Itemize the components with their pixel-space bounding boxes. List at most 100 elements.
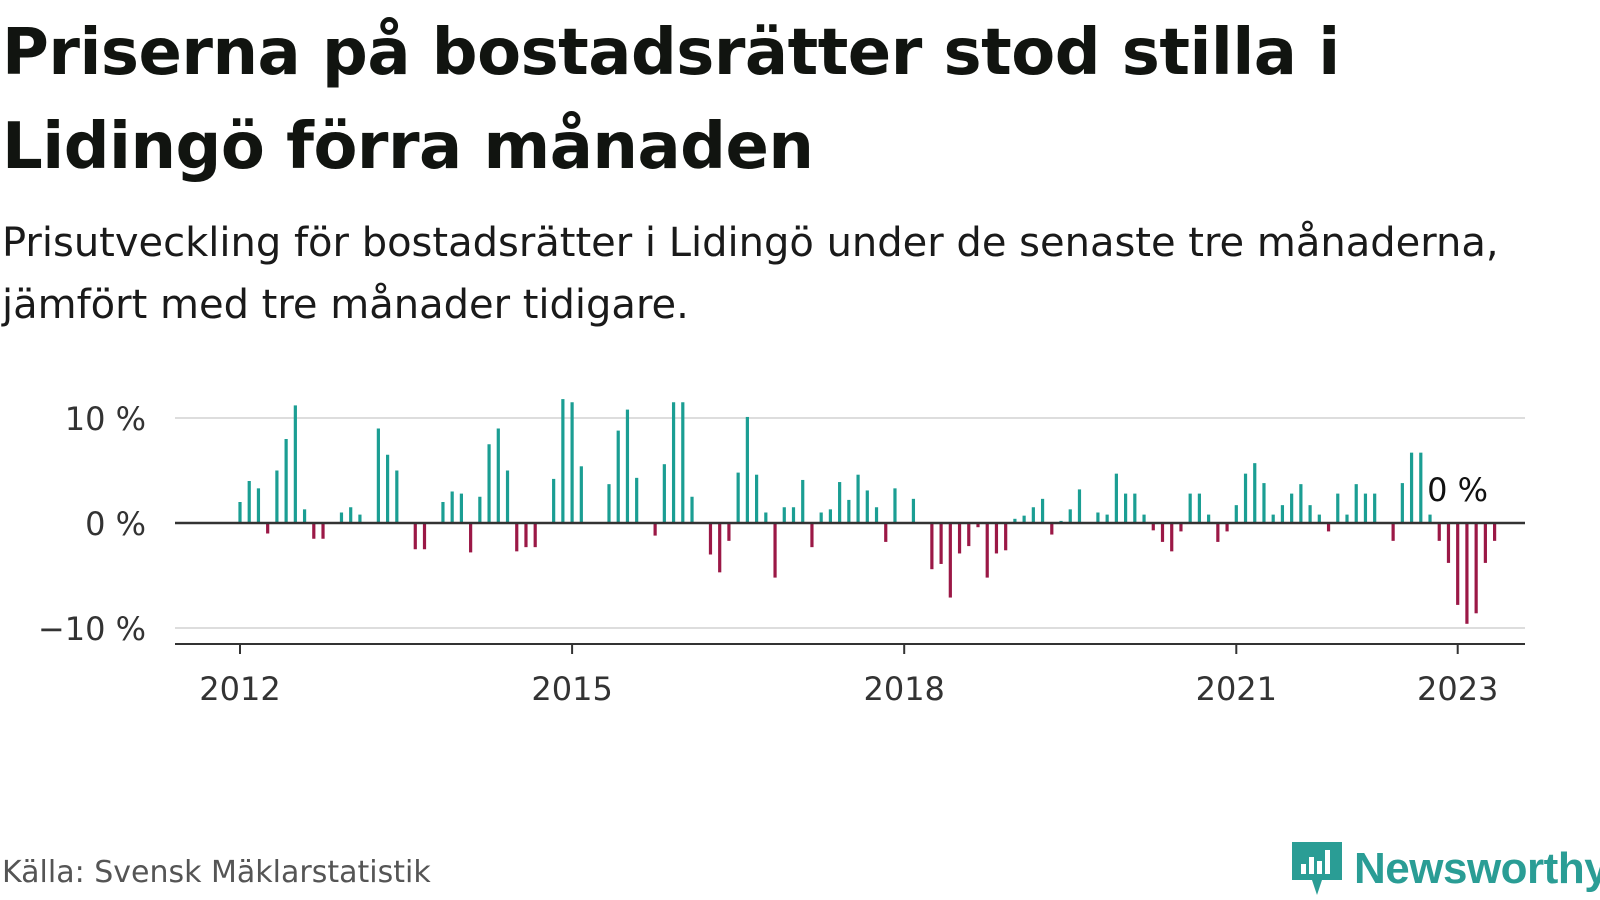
bar <box>487 444 491 523</box>
bar <box>386 454 390 523</box>
bar <box>616 430 620 523</box>
bar <box>1419 452 1423 523</box>
bar <box>413 523 417 550</box>
x-tick-label: 2015 <box>531 670 612 708</box>
bar <box>1207 514 1211 523</box>
bar <box>1465 523 1469 624</box>
bar <box>1004 523 1008 551</box>
y-tick-label: 10 % <box>65 400 146 438</box>
bar <box>791 507 796 523</box>
bar <box>376 428 380 523</box>
bar <box>561 399 565 523</box>
bar <box>1114 473 1118 523</box>
bar <box>727 523 731 541</box>
bar <box>256 488 261 523</box>
bar <box>1290 493 1294 523</box>
bar <box>1299 484 1303 523</box>
bar <box>874 507 879 523</box>
bar <box>1317 514 1321 523</box>
bar <box>607 484 611 523</box>
bar <box>1225 523 1229 532</box>
bar <box>570 402 574 523</box>
bar <box>828 509 832 523</box>
bar <box>1262 483 1266 523</box>
bar <box>1133 493 1137 523</box>
brand-name: Newsworthy <box>1354 844 1600 893</box>
bar <box>1326 523 1331 532</box>
bar <box>939 523 943 564</box>
page-title: Priserna på bostadsrätter stod stilla i … <box>2 16 1340 184</box>
bar <box>1409 452 1414 523</box>
bar <box>1483 523 1487 563</box>
bar <box>736 472 740 523</box>
newsworthy-logo: Newsworthy <box>1290 840 1600 898</box>
bar <box>1179 523 1183 532</box>
bar <box>930 523 934 570</box>
bar <box>275 470 279 523</box>
bar <box>1271 514 1275 523</box>
bar <box>1234 505 1238 523</box>
bar <box>1428 514 1432 523</box>
bar <box>1077 489 1082 523</box>
bar <box>1105 514 1109 523</box>
bar <box>284 439 288 523</box>
bar <box>515 523 519 552</box>
last-value-label: 0 % <box>1427 471 1488 509</box>
bar <box>1040 498 1045 523</box>
x-tick-label: 2021 <box>1196 670 1277 708</box>
bar <box>1031 507 1035 523</box>
bar <box>957 523 962 554</box>
bar <box>247 481 251 523</box>
bar <box>478 496 482 523</box>
bar <box>1216 523 1220 542</box>
bar <box>1354 484 1358 523</box>
y-tick-label: 0 % <box>85 505 146 543</box>
bar <box>349 507 353 523</box>
bar <box>339 512 344 523</box>
bar <box>653 523 657 536</box>
bar <box>524 523 528 548</box>
bar <box>893 488 897 523</box>
bar <box>1363 493 1368 523</box>
bar <box>690 496 694 523</box>
bar <box>1474 523 1478 614</box>
bar <box>838 482 842 523</box>
bar <box>948 523 952 598</box>
bar <box>662 464 666 523</box>
bar <box>745 416 749 523</box>
bar <box>856 474 860 523</box>
bar <box>1170 523 1174 552</box>
bar <box>1188 493 1192 523</box>
page-subtitle: Prisutveckling för bostadsrätter i Lidin… <box>2 220 1499 328</box>
bar <box>635 477 639 523</box>
bar <box>1400 483 1404 523</box>
x-tick-label: 2012 <box>199 670 280 708</box>
bar <box>773 523 777 578</box>
bar <box>441 502 445 523</box>
bar <box>533 523 537 548</box>
y-tick-label: −10 % <box>38 610 146 648</box>
bar <box>293 405 297 523</box>
bar <box>801 479 805 523</box>
bar <box>358 514 362 523</box>
bar <box>321 523 325 539</box>
bar <box>865 490 869 523</box>
bar <box>1373 493 1377 523</box>
bar <box>1197 493 1201 523</box>
bar <box>496 428 500 523</box>
bar <box>579 466 583 523</box>
bar <box>395 470 399 523</box>
bar <box>718 523 722 573</box>
bar <box>1096 512 1100 523</box>
bar <box>1493 523 1497 541</box>
source-note: Källa: Svensk Mäklarstatistik <box>2 855 431 890</box>
bar <box>1280 505 1285 523</box>
newsworthy-logo-icon <box>1292 842 1342 895</box>
bar <box>1142 514 1146 523</box>
bar <box>1446 523 1451 563</box>
bar <box>755 474 759 523</box>
bar <box>1068 509 1072 523</box>
bar <box>671 402 676 523</box>
bar <box>764 512 768 523</box>
bar <box>985 523 989 578</box>
